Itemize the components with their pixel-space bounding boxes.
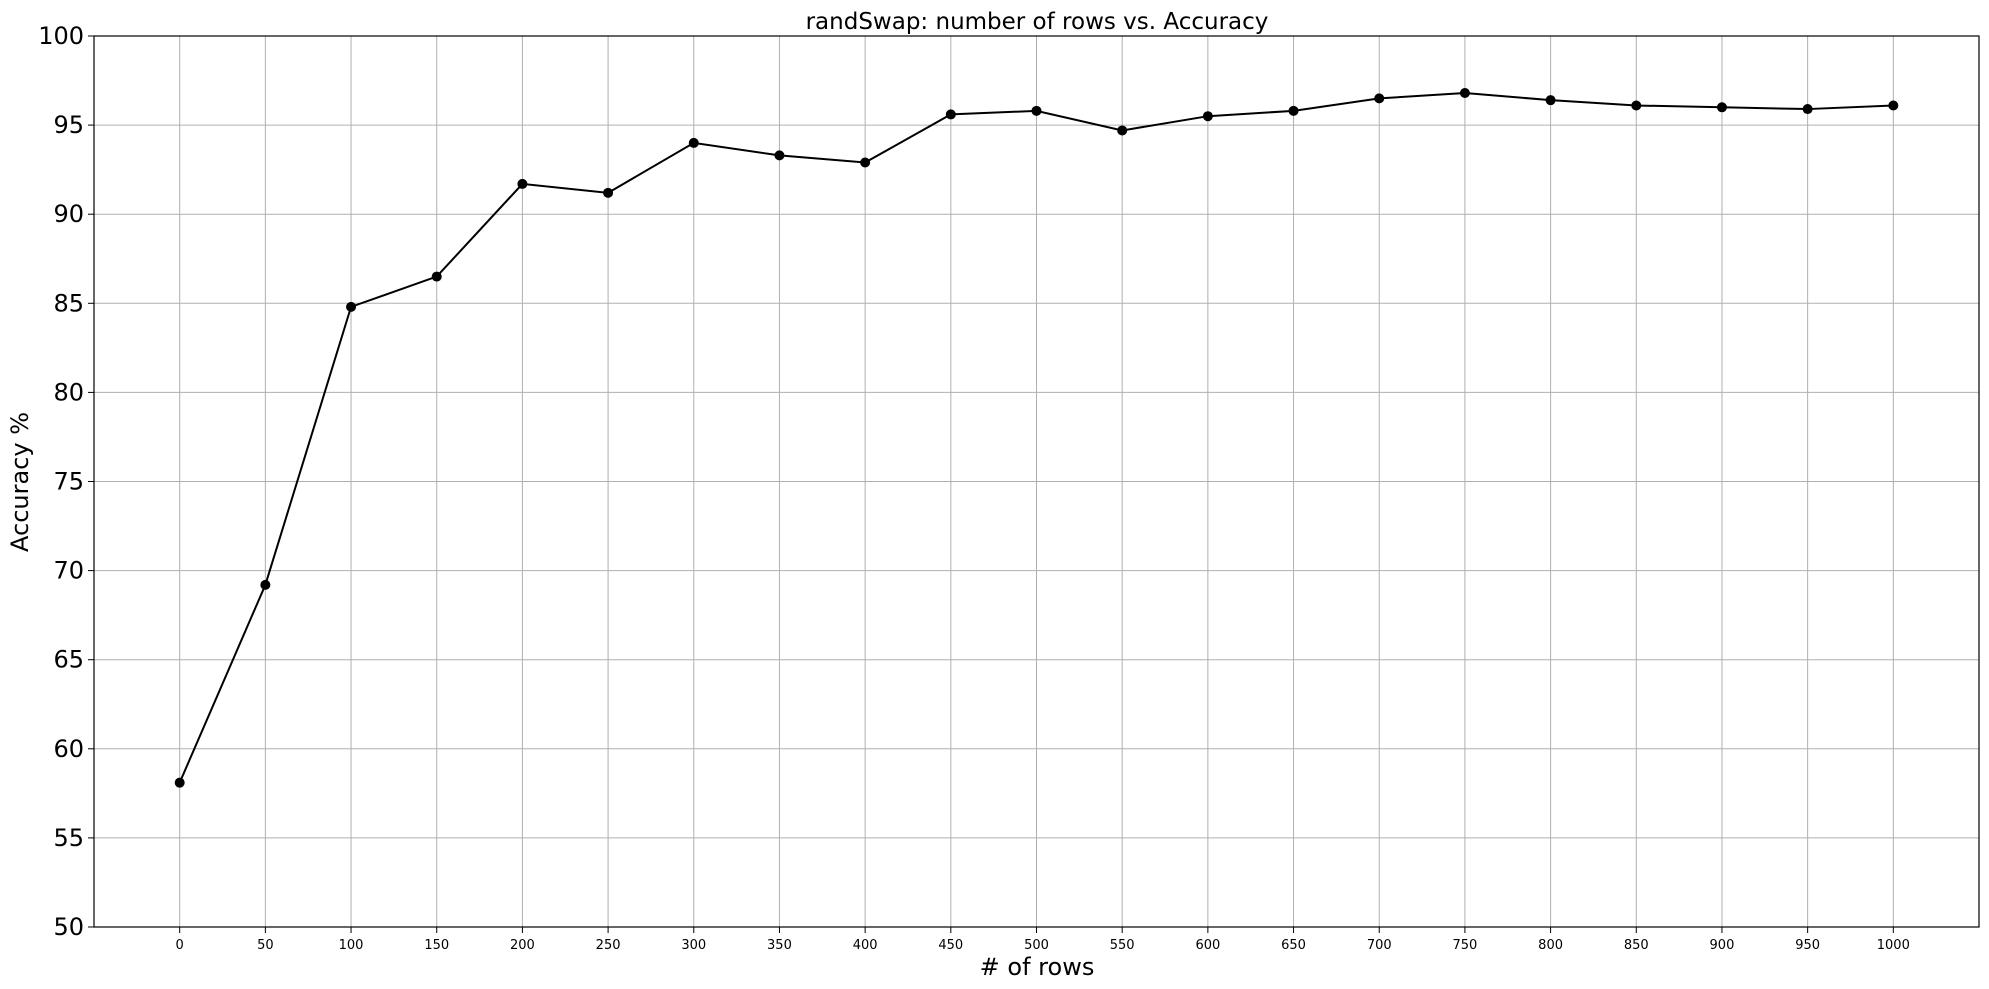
x-tick-label: 400 xyxy=(853,938,878,953)
data-point xyxy=(1545,95,1556,106)
x-tick-label: 850 xyxy=(1624,938,1649,953)
x-tick-label: 200 xyxy=(510,938,535,953)
x-tick-label: 800 xyxy=(1538,938,1563,953)
x-tick-label: 0 xyxy=(176,938,184,953)
series-layer xyxy=(174,88,1899,788)
data-point xyxy=(346,301,357,312)
data-point xyxy=(260,579,271,590)
data-point xyxy=(603,187,614,198)
x-tick-label: 600 xyxy=(1195,938,1220,953)
data-point xyxy=(774,150,785,161)
data-point xyxy=(1117,125,1128,136)
x-tick-label: 50 xyxy=(257,938,274,953)
y-tick-label: 55 xyxy=(53,824,84,852)
x-tick-label: 650 xyxy=(1281,938,1306,953)
y-tick-label: 70 xyxy=(53,557,84,585)
y-tick-label: 65 xyxy=(53,646,84,674)
grid xyxy=(94,35,1979,928)
y-tick-label: 100 xyxy=(38,22,84,50)
y-tick-label: 90 xyxy=(53,200,84,228)
x-tick-label: 250 xyxy=(596,938,621,953)
plot-frame xyxy=(93,35,1980,928)
data-point xyxy=(1716,102,1727,113)
data-point xyxy=(1202,111,1213,122)
y-axis-ticks: 50 55 60 65 70 75 80 85 90 95 100 xyxy=(38,22,94,941)
data-point xyxy=(517,178,528,189)
x-tick-label: 450 xyxy=(938,938,963,953)
x-tick-label: 550 xyxy=(1110,938,1135,953)
data-point xyxy=(1802,104,1813,115)
data-point xyxy=(1288,105,1299,116)
data-point xyxy=(1374,93,1385,104)
data-point xyxy=(1631,100,1642,111)
y-tick-label: 75 xyxy=(53,468,84,496)
x-axis-ticks: 0 50 100 150 200 250 300 350 400 450 500 550 600 650 7… xyxy=(176,927,1910,953)
x-tick-label: 700 xyxy=(1367,938,1392,953)
data-point xyxy=(1888,100,1899,111)
y-tick-label: 60 xyxy=(53,735,84,763)
y-tick-label: 85 xyxy=(53,289,84,317)
chart-title: randSwap: number of rows vs. Accuracy xyxy=(806,9,1269,35)
y-tick-label: 95 xyxy=(53,111,84,139)
x-tick-label: 300 xyxy=(681,938,706,953)
data-point xyxy=(1031,105,1042,116)
x-tick-label: 350 xyxy=(767,938,792,953)
y-tick-label: 80 xyxy=(53,378,84,406)
data-point xyxy=(688,137,699,148)
data-point xyxy=(431,271,442,282)
y-tick-label: 50 xyxy=(53,913,84,941)
x-tick-label: 1000 xyxy=(1877,938,1910,953)
x-tick-label: 750 xyxy=(1452,938,1477,953)
data-point xyxy=(174,777,185,788)
x-tick-label: 100 xyxy=(339,938,364,953)
data-point xyxy=(860,157,871,168)
data-point xyxy=(1459,88,1470,99)
x-axis-label: # of rows xyxy=(980,953,1095,981)
y-axis-label: Accuracy % xyxy=(6,412,34,552)
x-tick-label: 500 xyxy=(1024,938,1049,953)
x-tick-label: 950 xyxy=(1795,938,1820,953)
data-point xyxy=(945,109,956,120)
x-tick-label: 150 xyxy=(424,938,449,953)
x-tick-label: 900 xyxy=(1710,938,1735,953)
